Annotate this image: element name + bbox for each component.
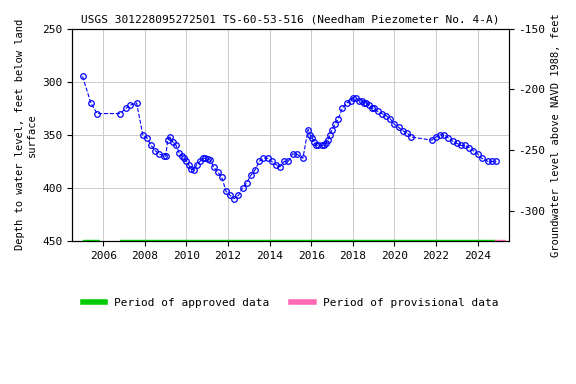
Title: USGS 301228095272501 TS-60-53-516 (Needham Piezometer No. 4-A): USGS 301228095272501 TS-60-53-516 (Needh…: [81, 15, 499, 25]
Legend: Period of approved data, Period of provisional data: Period of approved data, Period of provi…: [78, 293, 502, 312]
Y-axis label: Depth to water level, feet below land
surface: Depth to water level, feet below land su…: [15, 19, 37, 250]
Y-axis label: Groundwater level above NAVD 1988, feet: Groundwater level above NAVD 1988, feet: [551, 13, 561, 257]
